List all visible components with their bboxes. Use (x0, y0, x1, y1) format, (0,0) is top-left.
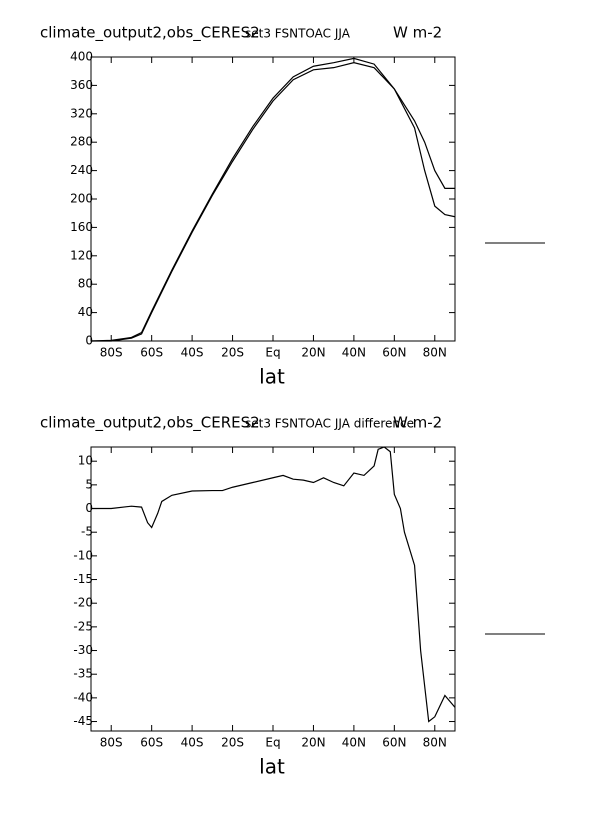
x-tick-label: 60S (140, 736, 163, 750)
y-tick-label: -20 (73, 596, 93, 610)
y-tick-label: 280 (70, 135, 93, 149)
y-tick-label: -5 (81, 525, 93, 539)
x-tick-label: 20N (301, 346, 325, 360)
x-tick-label: 40N (342, 346, 366, 360)
chart-subtitle: set3 FSNTOAC JJA difference (245, 417, 414, 431)
y-tick-label: 320 (70, 106, 93, 120)
chart-title: climate_output2,obs_CERES2 (40, 24, 260, 43)
chart-title: climate_output2,obs_CERES2 (40, 414, 260, 433)
y-tick-label: -10 (73, 548, 93, 562)
y-tick-label: 400 (70, 50, 93, 64)
y-tick-label: 5 (85, 477, 93, 491)
x-tick-label: 40S (181, 736, 204, 750)
y-tick-label: 40 (78, 305, 93, 319)
x-tick-label: 20N (301, 736, 325, 750)
x-tick-label: 80S (100, 346, 123, 360)
units: W m-2 (393, 414, 442, 432)
x-tick-label: 60N (382, 346, 406, 360)
y-tick-label: 240 (70, 163, 93, 177)
x-tick-label: 80N (423, 346, 447, 360)
x-axis-label: lat (259, 755, 285, 779)
data-line (91, 62, 455, 342)
x-tick-label: 80S (100, 736, 123, 750)
x-tick-label: 40S (181, 346, 204, 360)
y-tick-label: 0 (85, 334, 93, 348)
x-tick-label: 20S (221, 346, 244, 360)
plot-frame (90, 446, 456, 732)
y-tick-label: 360 (70, 78, 93, 92)
y-tick-label: -35 (73, 667, 93, 681)
x-axis-label: lat (259, 365, 285, 389)
y-tick-label: 160 (70, 220, 93, 234)
chart-subtitle: set3 FSNTOAC JJA (245, 27, 351, 41)
y-tick-label: 80 (78, 277, 93, 291)
x-tick-label: 60S (140, 346, 163, 360)
y-tick-label: -40 (73, 690, 93, 704)
y-tick-label: 200 (70, 192, 93, 206)
y-tick-label: -30 (73, 643, 93, 657)
units: W m-2 (393, 24, 442, 42)
x-tick-label: Eq (265, 346, 280, 360)
data-line (90, 57, 456, 342)
x-tick-label: 20S (221, 736, 244, 750)
y-tick-label: 120 (70, 248, 93, 262)
x-tick-label: 80N (423, 736, 447, 750)
x-tick-label: 40N (342, 736, 366, 750)
x-tick-label: 60N (382, 736, 406, 750)
y-tick-label: 0 (85, 501, 93, 515)
y-tick-label: 10 (78, 454, 93, 468)
data-line (91, 446, 456, 723)
y-tick-label: -25 (73, 619, 93, 633)
y-tick-label: -15 (73, 572, 93, 586)
y-tick-label: -45 (73, 714, 93, 728)
x-tick-label: Eq (265, 736, 280, 750)
